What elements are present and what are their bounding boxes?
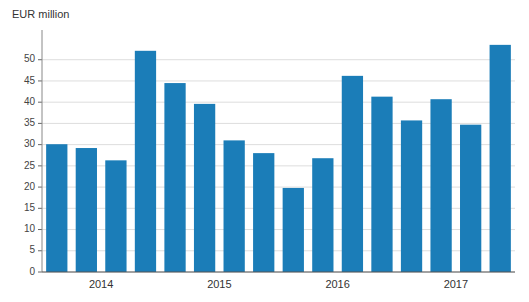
grid-line xyxy=(42,272,515,273)
grid-line xyxy=(42,59,515,60)
bar xyxy=(430,99,451,272)
y-tick xyxy=(38,208,42,209)
y-tick-label: 25 xyxy=(24,160,36,171)
bar xyxy=(342,76,363,272)
y-axis-line xyxy=(42,30,43,272)
y-tick-label: 5 xyxy=(29,244,35,255)
y-tick xyxy=(38,80,42,81)
grid-line xyxy=(42,80,515,81)
y-tick xyxy=(38,144,42,145)
y-tick-label: 35 xyxy=(24,117,36,128)
y-tick xyxy=(38,187,42,188)
bar xyxy=(253,153,274,272)
y-tick-label: 0 xyxy=(29,266,35,277)
x-axis: 2014 2015 2016 2017 xyxy=(89,278,468,290)
bar xyxy=(105,160,126,272)
y-tick-label: 20 xyxy=(24,181,36,192)
y-axis: 0 5 10 15 20 25 30 35 40 45 50 xyxy=(24,30,42,277)
x-tick-label: 2014 xyxy=(89,278,113,290)
bar xyxy=(135,51,156,272)
y-tick-label: 45 xyxy=(24,75,36,86)
bar xyxy=(76,148,97,272)
bar xyxy=(312,158,333,272)
bar xyxy=(460,125,481,272)
y-tick xyxy=(38,250,42,251)
y-tick xyxy=(38,102,42,103)
x-tick-label: 2017 xyxy=(444,278,468,290)
chart-svg: 0 5 10 15 20 25 30 35 40 45 50 2014 2015 2016 2017 EUR … xyxy=(0,0,529,302)
y-tick-label: 40 xyxy=(24,96,36,107)
y-tick xyxy=(38,272,42,273)
y-tick-label: 10 xyxy=(24,223,36,234)
y-axis-label: EUR million xyxy=(12,8,69,20)
y-tick-label: 50 xyxy=(24,53,36,64)
bar xyxy=(401,120,422,272)
chart-container: 0 5 10 15 20 25 30 35 40 45 50 2014 2015 2016 2017 EUR … xyxy=(0,0,529,302)
x-tick-label: 2015 xyxy=(207,278,231,290)
x-axis-line xyxy=(42,272,515,273)
x-tick-label: 2016 xyxy=(325,278,349,290)
bar xyxy=(46,144,67,272)
y-tick-label: 15 xyxy=(24,202,36,213)
bar xyxy=(371,97,392,272)
grid xyxy=(42,60,515,272)
y-tick xyxy=(38,123,42,124)
bar xyxy=(194,104,215,272)
y-tick xyxy=(38,229,42,230)
y-tick xyxy=(38,59,42,60)
bars xyxy=(46,45,511,272)
y-tick-label: 30 xyxy=(24,138,36,149)
y-tick xyxy=(38,165,42,166)
bar xyxy=(490,45,511,272)
bar xyxy=(164,83,185,272)
bar xyxy=(283,188,304,272)
bar xyxy=(224,140,245,272)
